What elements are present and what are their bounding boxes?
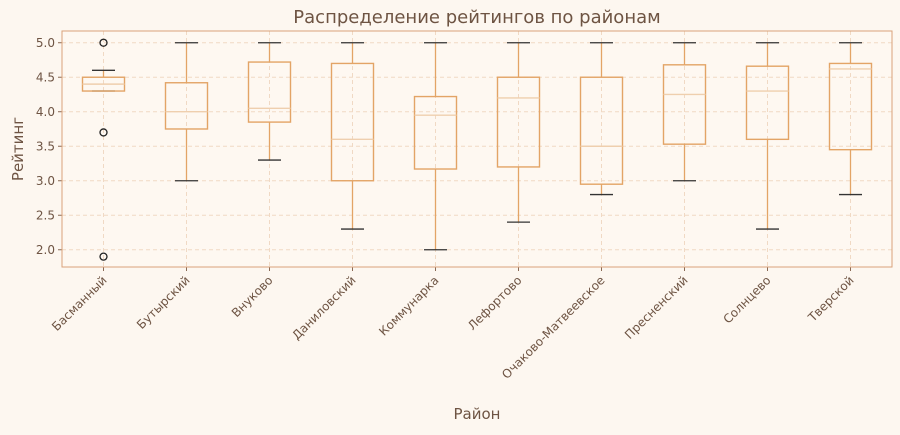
box [745,65,790,141]
outlier-point [99,38,108,47]
plot-area [62,31,892,267]
y-tick-label: 4.5 [36,71,55,85]
box [413,95,458,170]
x-tick-label: Солнцево [720,273,773,326]
x-tick-label: Коммунарка [376,273,441,338]
box [828,62,873,151]
box [247,61,292,123]
outlier-point [99,128,108,137]
y-tick-label: 3.0 [36,174,55,188]
y-tick-label: 5.0 [36,36,55,50]
box [579,76,624,185]
y-tick-label: 2.5 [36,209,55,223]
x-tick-label: Тверской [805,273,857,325]
outlier-point [99,252,108,261]
box [496,76,541,168]
x-axis-label: Район [454,405,501,423]
x-tick-label: Пресненский [622,273,691,342]
x-tick-label: Басманный [49,273,110,334]
y-tick-label: 2.0 [36,243,55,257]
x-tick-label: Внуково [229,273,276,320]
x-tick-label: Даниловский [289,273,358,342]
box [164,82,209,130]
box [662,64,707,145]
x-tick-label: Лефортово [465,273,525,333]
plot-frame [61,30,893,268]
x-tick-label: Бутырский [134,273,193,332]
y-tick-label: 4.0 [36,105,55,119]
y-axis-label: Рейтинг [9,117,27,181]
box [330,62,375,182]
y-tick-label: 3.5 [36,140,55,154]
chart-title: Распределение рейтингов по районам [293,7,660,28]
